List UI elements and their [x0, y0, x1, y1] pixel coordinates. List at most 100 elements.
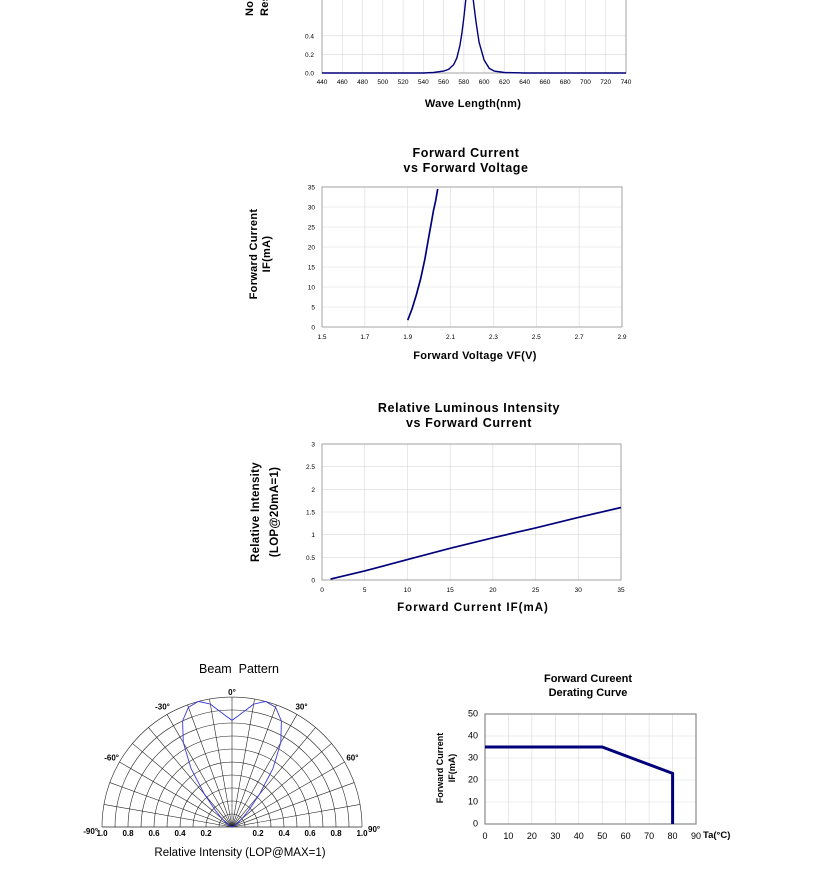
spec-x-tick-label: 460 — [337, 79, 348, 86]
relint-x-tick-label: 30 — [575, 587, 583, 594]
spec-x-tick-label: 680 — [560, 79, 571, 86]
ifvf-x-tick-label: 2.5 — [532, 334, 541, 341]
if-vf-y-axis-label-1: Forward Current — [248, 209, 260, 300]
spec-x-tick-label: 620 — [499, 79, 510, 86]
der-x-tick-label: 50 — [597, 831, 607, 841]
der-y-tick-label: 50 — [468, 709, 478, 719]
beam-radial-label: 0.2 — [200, 829, 212, 838]
ifvf-x-tick-label: 2.3 — [489, 334, 498, 341]
beam-angle-spoke — [209, 698, 233, 828]
if-vf-chart: Forward Current vs Forward Voltage 1.5 1.… — [248, 146, 627, 362]
beam-radial-label: 0.2 — [252, 829, 264, 838]
relint-x-tick-label: 0 — [320, 587, 324, 594]
beam-angle-spoke — [231, 714, 298, 828]
der-x-tick-label: 60 — [621, 831, 631, 841]
derating-y-axis-label-2: IF(mA) — [447, 754, 457, 783]
beam-angle-spoke — [231, 727, 316, 828]
ifvf-series-line — [406, 188, 439, 321]
ifvf-x-tick-label: 2.1 — [446, 334, 455, 341]
beam-angle-label: -30° — [155, 703, 170, 712]
relint-title-line2: vs Forward Current — [406, 416, 532, 430]
spec-x-tick-label: 700 — [580, 79, 591, 86]
der-x-tick-label: 90 — [691, 831, 701, 841]
beam-x-axis-label: Relative Intensity (LOP@MAX=1) — [154, 847, 325, 859]
der-y-tick-label: 40 — [468, 731, 478, 741]
relint-y-axis-label-1: Relative Intensity — [250, 462, 262, 562]
relint-x-tick-label: 5 — [363, 587, 367, 594]
spec-x-tick-label: 480 — [357, 79, 368, 86]
der-y-tick-label: 30 — [468, 753, 478, 763]
spectrum-plot-frame — [321, 0, 627, 74]
spec-x-tick-label: 540 — [418, 79, 429, 86]
relint-y-tick-label: 2.5 — [306, 464, 315, 471]
spec-x-tick-label: 440 — [317, 79, 328, 86]
der-x-tick-label: 20 — [527, 831, 537, 841]
spec-x-tick-label: 640 — [519, 79, 530, 86]
beam-angle-label: 0° — [228, 688, 236, 697]
spec-x-tick-label: 600 — [479, 79, 490, 86]
spectrum-x-axis-label: Wave Length(nm) — [425, 98, 521, 110]
relint-y-tick-label: 3 — [311, 442, 315, 449]
der-series-line — [485, 745, 675, 824]
beam-angle-spoke — [109, 782, 233, 828]
ifvf-y-tick-label: 15 — [308, 265, 316, 272]
relint-y-tick-label: 0.5 — [306, 555, 315, 562]
beam-pattern-chart: Beam Pattern -90° -60° -30° 0° 30° 60° 90° 1.0… — [83, 662, 380, 859]
spectrum-chart: 440 460 480 500 520 540 560 580 600 620 640 660 680 7… — [244, 0, 632, 110]
derating-x-axis-label: Ta(°C) — [703, 830, 730, 841]
spec-series-line — [322, 0, 626, 74]
beam-angle-spoke — [103, 804, 233, 828]
derating-plot-frame — [484, 713, 697, 825]
ifvf-x-tick-label: 1.7 — [360, 334, 369, 341]
beam-radial-label: 0.6 — [304, 829, 316, 838]
ifvf-x-tick-label: 2.9 — [617, 334, 626, 341]
relint-x-tick-label: 10 — [404, 587, 412, 594]
relative-intensity-chart: Relative Luminous Intensity vs Forward C… — [250, 401, 625, 614]
relint-title-line1: Relative Luminous Intensity — [378, 401, 560, 415]
beam-intensity-curve — [182, 700, 282, 828]
beam-angle-spoke — [187, 704, 233, 828]
ifvf-y-tick-label: 35 — [308, 185, 316, 192]
beam-angle-spoke — [132, 743, 233, 828]
der-x-tick-label: 0 — [482, 831, 487, 841]
spec-x-tick-label: 580 — [458, 79, 469, 86]
der-y-tick-label: 10 — [468, 797, 478, 807]
relint-x-tick-label: 15 — [447, 587, 455, 594]
if-vf-y-axis-label-2: IF(mA) — [261, 236, 273, 273]
relint-plot-frame — [321, 443, 622, 581]
beam-angle-label: -90° — [83, 827, 98, 836]
spec-y-tick-label: 0.0 — [305, 71, 314, 78]
beam-radial-label: 1.0 — [356, 829, 368, 838]
relint-y-tick-label: 0 — [311, 578, 315, 585]
relint-x-axis-label: Forward Current IF(mA) — [397, 602, 549, 614]
beam-angle-label: -60° — [104, 754, 119, 763]
der-y-tick-label: 0 — [473, 819, 478, 829]
spec-x-tick-label: 560 — [438, 79, 449, 86]
der-x-tick-label: 10 — [503, 831, 513, 841]
beam-angle-label: 60° — [346, 754, 358, 763]
if-vf-x-axis-label: Forward Voltage VF(V) — [413, 350, 536, 362]
derating-title-line1: Forward Cureent — [544, 673, 632, 685]
spectrum-y-axis-label-2: Res — [259, 0, 271, 16]
beam-angle-spoke — [231, 804, 361, 828]
derating-chart: Forward Cureent Derating Curve 0 10 20 30 40… — [435, 673, 730, 841]
beam-angle-spoke — [231, 698, 255, 828]
relint-x-tick-label: 20 — [489, 587, 497, 594]
spec-y-tick-label: 0.2 — [305, 52, 314, 59]
spec-x-tick-label: 720 — [600, 79, 611, 86]
beam-radial-label: 0.4 — [278, 829, 290, 838]
beam-angle-spoke — [231, 743, 332, 828]
spec-x-tick-label: 660 — [540, 79, 551, 86]
beam-angle-spoke — [231, 782, 355, 828]
spectrum-y-axis-label-1: Norm — [244, 0, 256, 16]
beam-radial-label: 0.6 — [148, 829, 160, 838]
if-vf-plot-frame — [321, 186, 623, 328]
ifvf-y-tick-label: 20 — [308, 245, 316, 252]
relint-x-tick-label: 25 — [532, 587, 540, 594]
beam-radial-label: 0.8 — [330, 829, 342, 838]
relint-y-tick-label: 2 — [311, 487, 315, 494]
beam-angle-spoke — [231, 761, 345, 828]
beam-title: Beam Pattern — [199, 662, 279, 676]
if-vf-title-line2: vs Forward Voltage — [403, 161, 528, 175]
beam-angle-spoke — [148, 727, 233, 828]
